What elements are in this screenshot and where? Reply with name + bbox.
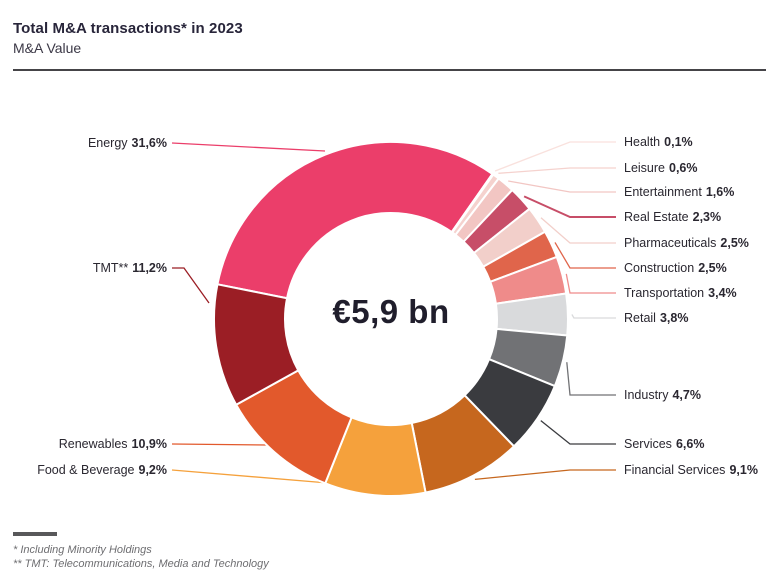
segment-name: Health bbox=[624, 135, 661, 149]
segment-percent: 2,5% bbox=[698, 261, 727, 275]
leader-line-industry bbox=[566, 362, 616, 396]
segment-label-retail: Retail 3,8% bbox=[624, 310, 688, 326]
segment-name: Industry bbox=[624, 388, 669, 402]
leader-line-food-beverage bbox=[171, 469, 329, 484]
segment-label-financial-services: Financial Services 9,1% bbox=[624, 462, 758, 478]
leader-line-tmt bbox=[172, 267, 210, 304]
segment-name: Construction bbox=[624, 261, 695, 275]
segment-percent: 4,7% bbox=[672, 388, 701, 402]
segment-name: Energy bbox=[87, 136, 128, 150]
segment-name: Financial Services bbox=[624, 463, 726, 477]
segment-percent: 3,8% bbox=[659, 311, 689, 325]
segment-name: Food & Beverage bbox=[37, 463, 135, 477]
leader-line-energy bbox=[171, 142, 326, 152]
footnote-1: * Including Minority Holdings bbox=[13, 544, 152, 556]
segment-percent: 2,5% bbox=[720, 236, 749, 250]
segment-percent: 1,6% bbox=[705, 185, 735, 199]
leader-line-pharmaceuticals bbox=[540, 217, 616, 244]
leader-line-leisure bbox=[498, 167, 616, 174]
segment-percent: 9,1% bbox=[729, 463, 758, 477]
segment-label-construction: Construction 2,5% bbox=[624, 260, 727, 276]
segment-name: Services bbox=[624, 437, 672, 451]
leader-line-construction bbox=[554, 242, 616, 269]
leader-line-services bbox=[540, 420, 616, 445]
donut-center-value: €5,9 bn bbox=[332, 293, 450, 330]
segment-label-pharmaceuticals: Pharmaceuticals 2,5% bbox=[624, 235, 749, 251]
segment-name: Leisure bbox=[624, 161, 665, 175]
segment-percent: 10,9% bbox=[131, 437, 167, 451]
segment-percent: 0,6% bbox=[669, 161, 698, 175]
segment-name: Real Estate bbox=[624, 210, 689, 224]
segment-label-entertainment: Entertainment 1,6% bbox=[624, 184, 734, 200]
segment-name: TMT** bbox=[92, 261, 129, 275]
leader-line-transportation bbox=[565, 273, 616, 294]
slice-energy bbox=[216, 141, 494, 300]
slice-tmt bbox=[213, 283, 300, 406]
segment-percent: 3,4% bbox=[708, 286, 737, 300]
footnote-2: ** TMT: Telecommunications, Media and Te… bbox=[13, 558, 269, 570]
segment-label-food-beverage: Food & Beverage 9,2% bbox=[37, 462, 167, 478]
segment-name: Pharmaceuticals bbox=[624, 236, 717, 250]
leader-line-health bbox=[494, 141, 616, 172]
segment-percent: 31,6% bbox=[131, 136, 167, 150]
segment-label-industry: Industry 4,7% bbox=[624, 387, 701, 403]
segment-label-leisure: Leisure 0,6% bbox=[624, 160, 698, 176]
segment-percent: 11,2% bbox=[132, 261, 167, 275]
page-title: Total M&A transactions* in 2023 bbox=[13, 20, 243, 37]
segment-percent: 2,3% bbox=[692, 210, 722, 224]
segment-label-services: Services 6,6% bbox=[624, 436, 704, 452]
segment-label-health: Health 0,1% bbox=[624, 134, 693, 150]
segment-label-tmt: TMT** 11,2% bbox=[93, 260, 167, 276]
segment-name: Transportation bbox=[624, 286, 705, 300]
leader-line-retail bbox=[571, 314, 616, 319]
segment-percent: 6,6% bbox=[675, 437, 705, 451]
page-subtitle: M&A Value bbox=[13, 40, 82, 56]
header-divider bbox=[13, 69, 766, 71]
segment-name: Renewables bbox=[58, 437, 128, 451]
segment-percent: 0,1% bbox=[664, 135, 693, 149]
footnote-bar bbox=[13, 532, 57, 536]
leader-line-financial-services bbox=[474, 469, 616, 481]
leader-line-renewables bbox=[171, 443, 268, 446]
segment-label-renewables: Renewables 10,9% bbox=[59, 436, 167, 452]
segment-label-real-estate: Real Estate 2,3% bbox=[624, 209, 721, 225]
segment-name: Entertainment bbox=[624, 185, 702, 199]
segment-percent: 9,2% bbox=[138, 463, 168, 477]
leader-line-entertainment bbox=[508, 180, 616, 193]
segment-name: Retail bbox=[624, 311, 656, 325]
leader-line-real-estate bbox=[523, 195, 616, 218]
segment-label-energy: Energy 31,6% bbox=[88, 135, 167, 151]
segment-label-transportation: Transportation 3,4% bbox=[624, 285, 737, 301]
